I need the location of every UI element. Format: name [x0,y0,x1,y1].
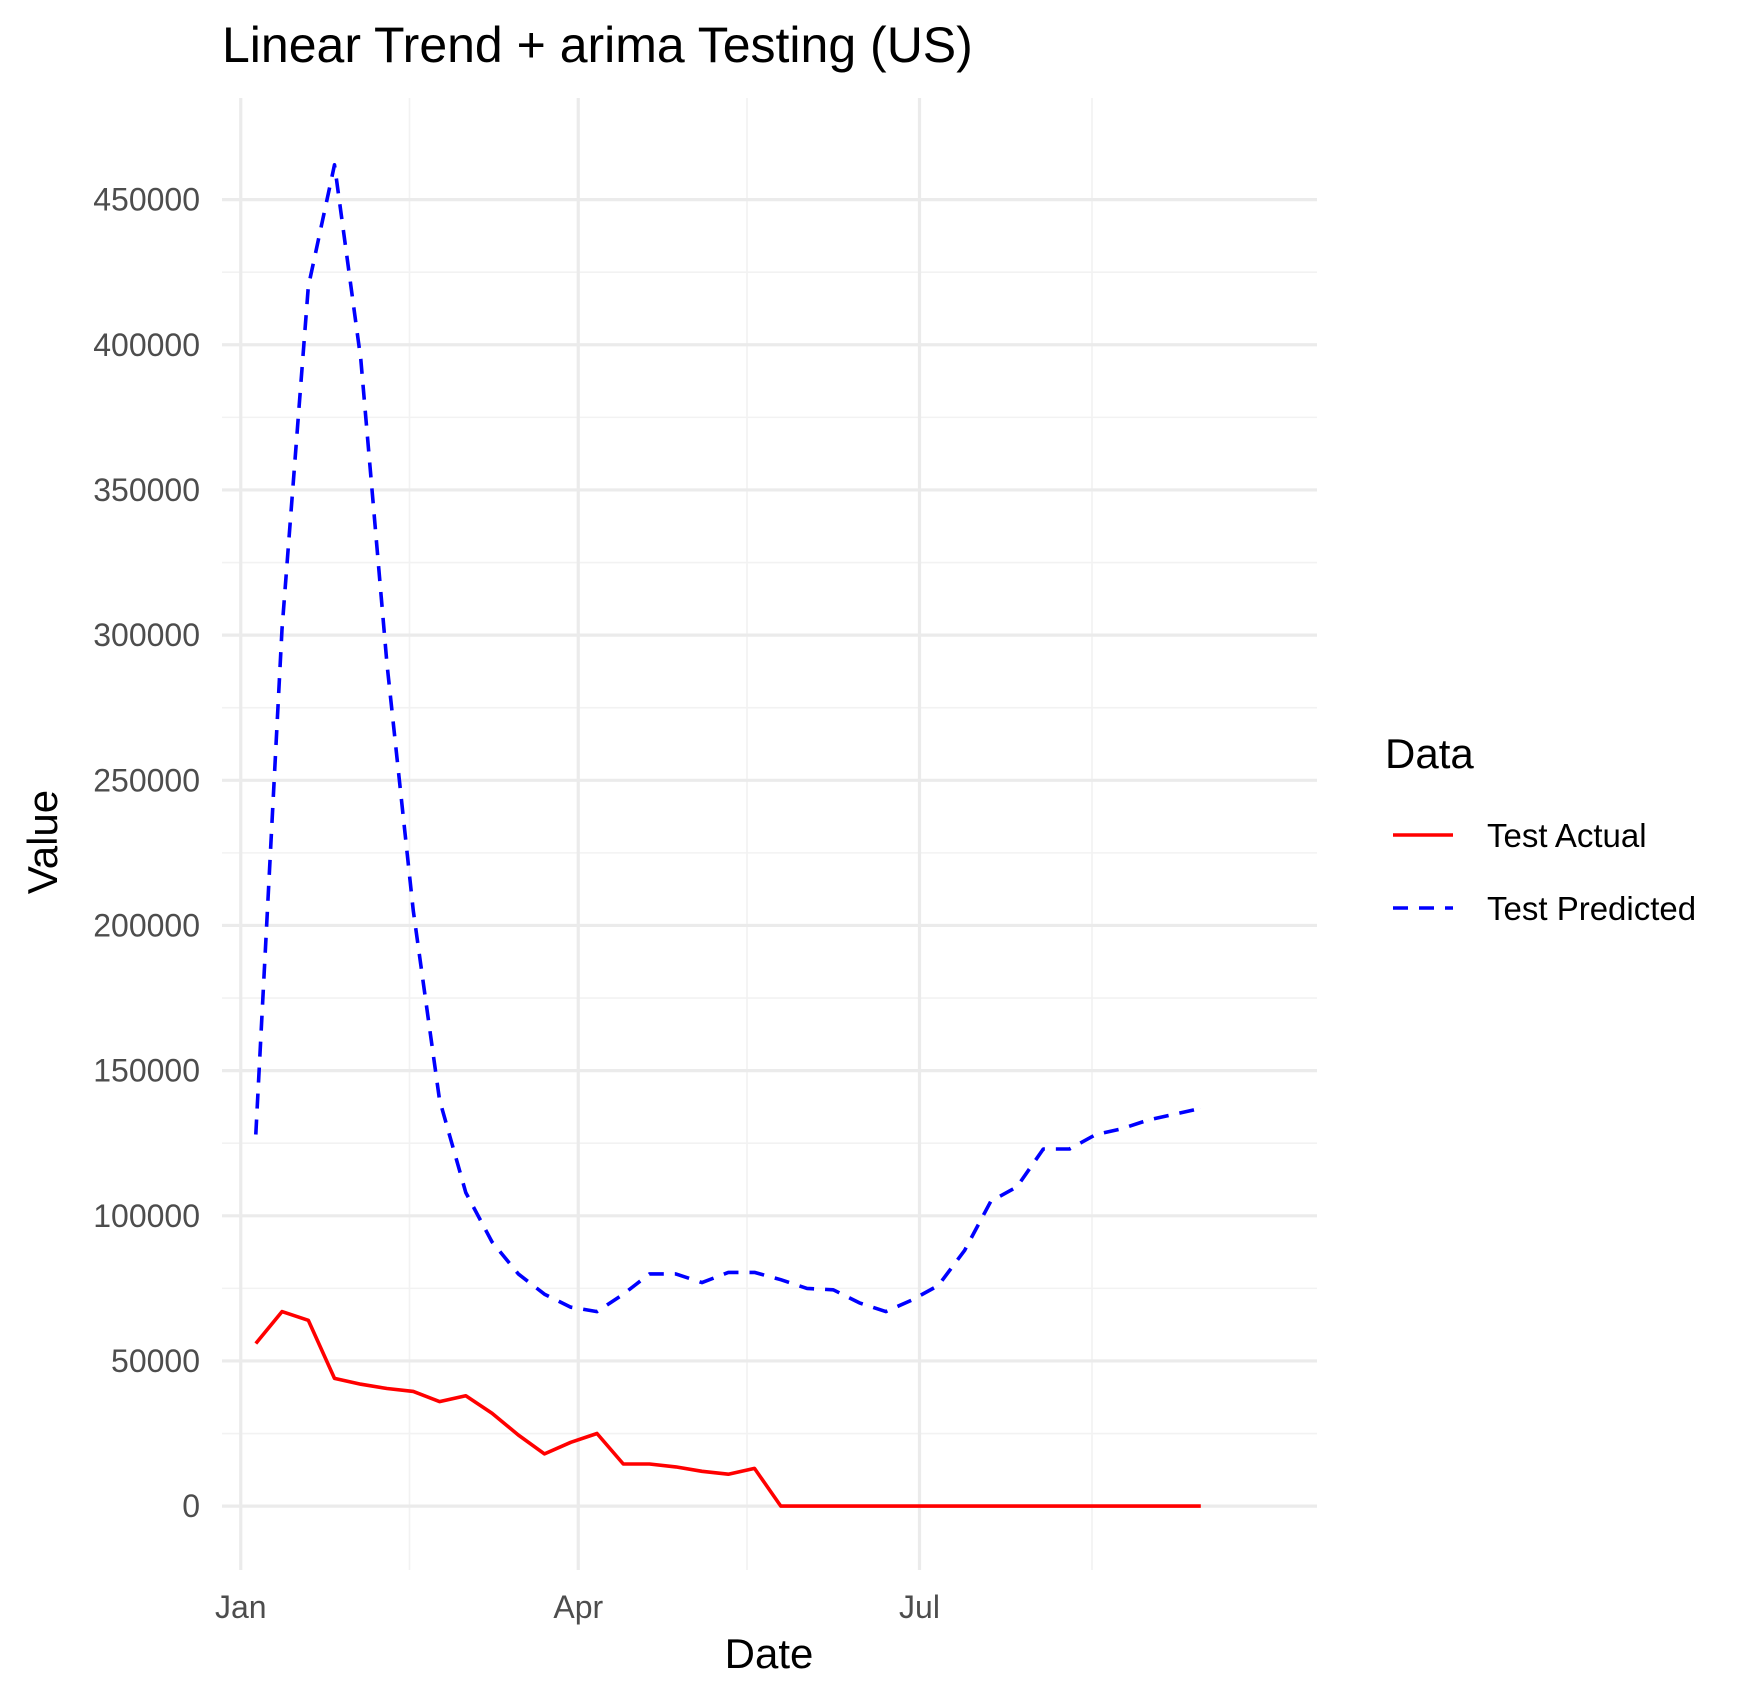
legend-label: Test Predicted [1487,890,1696,927]
y-tick-label: 50000 [111,1343,200,1379]
chart-title: Linear Trend + arima Testing (US) [222,17,973,73]
x-tick-label: Jul [899,1589,940,1625]
x-axis-title: Date [725,1630,814,1677]
minor-gridlines [222,98,1317,1570]
y-tick-label: 100000 [93,1198,200,1234]
legend-items: Test Actual Test Predicted [1393,817,1696,927]
series-line-test-actual [254,1309,1201,1508]
y-tick-label: 200000 [93,907,200,943]
y-axis-title: Value [19,790,66,894]
y-tick-label: 250000 [93,762,200,798]
y-tick-label: 400000 [93,327,200,363]
y-tick-label: 450000 [93,182,200,218]
series-lines [254,163,1202,1508]
y-tick-label: 0 [182,1488,200,1524]
y-tick-label: 150000 [93,1053,200,1089]
x-axis-tick-labels: Jan Apr Jul [215,1589,940,1625]
legend-title: Data [1385,730,1474,777]
y-axis-tick-labels: 0 50000 100000 150000 200000 250000 300000 3500… [93,182,200,1525]
major-gridlines [222,98,1317,1570]
x-tick-label: Jan [215,1589,267,1625]
legend-label: Test Actual [1487,817,1647,854]
legend: Data Test Actual Test Predicted [1385,730,1696,927]
y-tick-label: 300000 [93,617,200,653]
x-tick-label: Apr [553,1589,603,1625]
y-tick-label: 350000 [93,472,200,508]
series-line-test-predicted [254,163,1202,1314]
